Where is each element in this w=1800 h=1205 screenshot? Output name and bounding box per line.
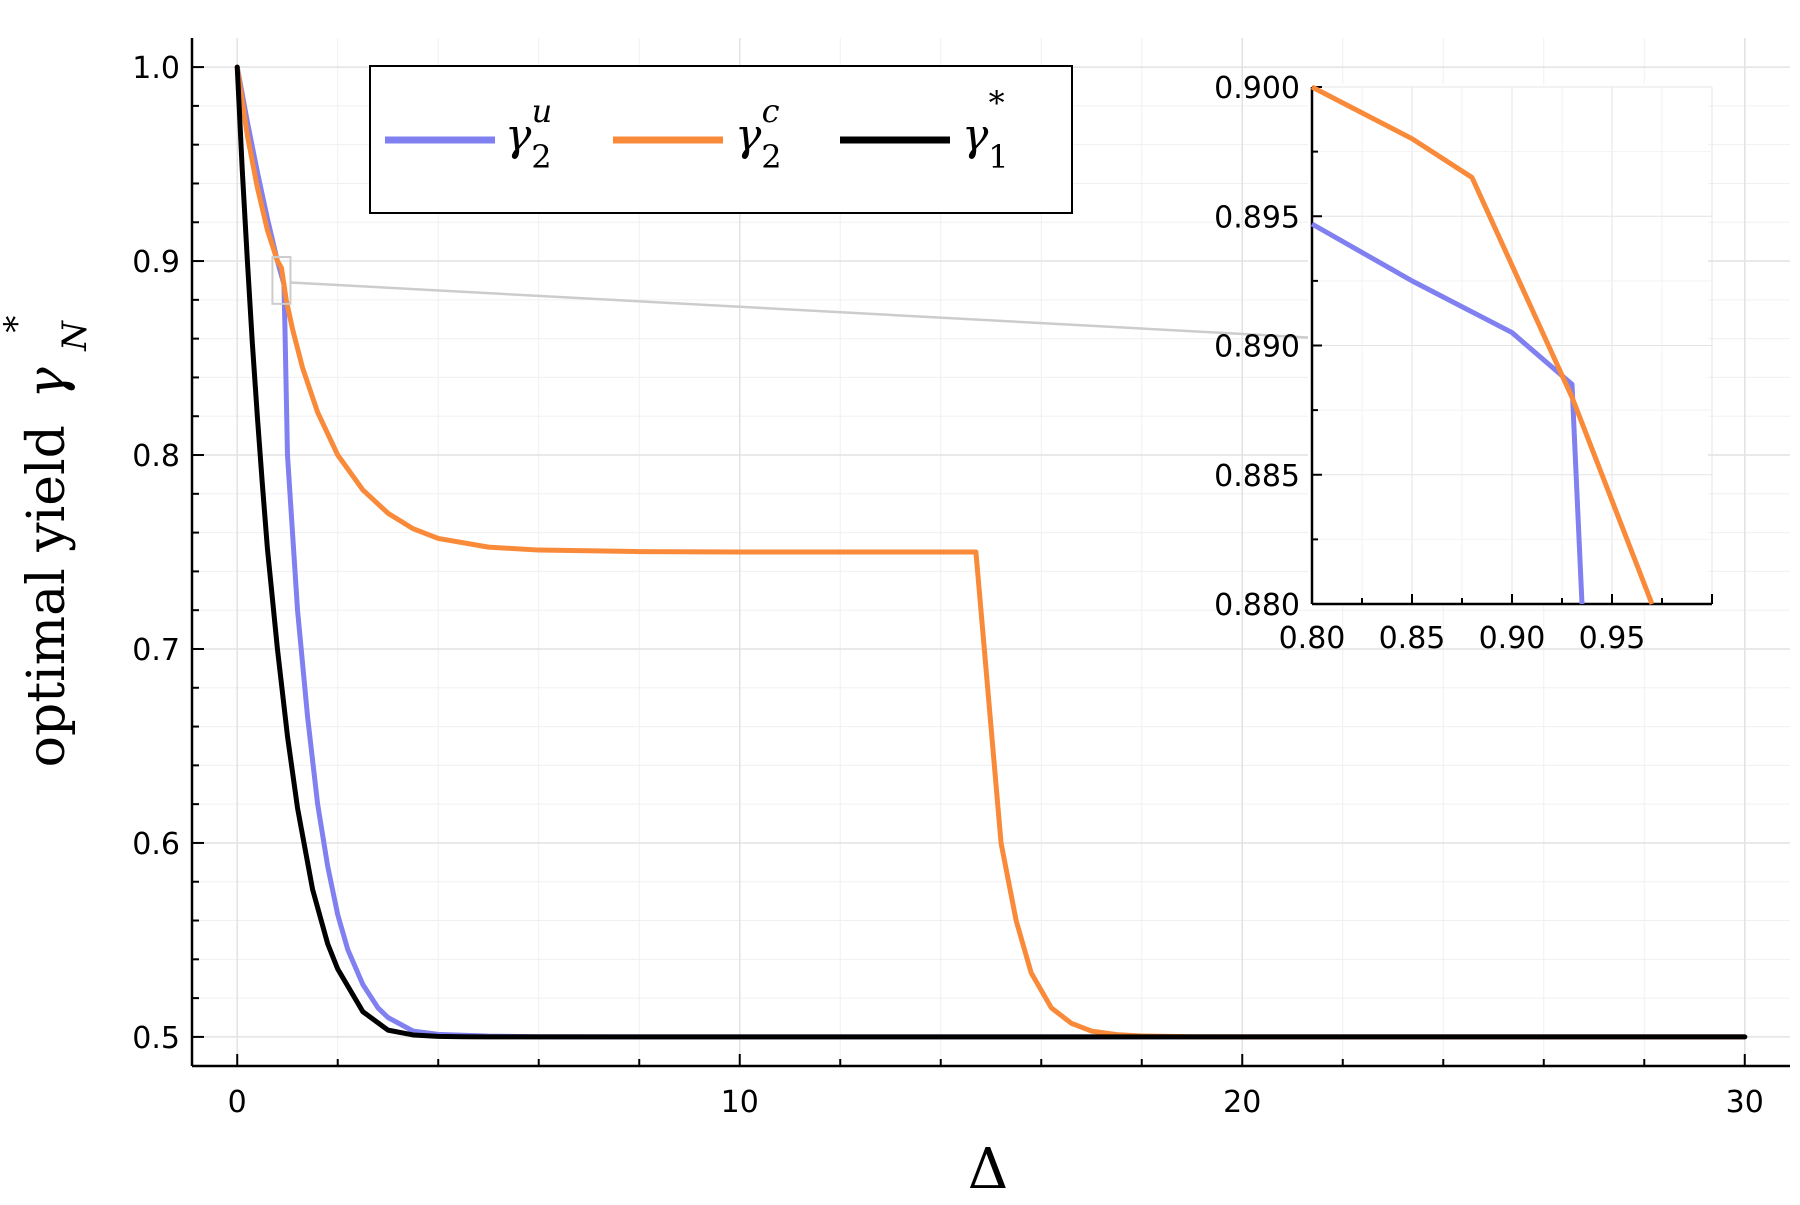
inset-y-tick-label: 0.880 (1214, 588, 1300, 623)
inset-series-line-0 (1310, 221, 1585, 605)
y-axis-title-superscript: * (0, 316, 37, 333)
y-tick-label: 1.0 (132, 51, 180, 86)
zoom-box (271, 256, 292, 305)
inset-series (1310, 84, 1655, 605)
y-axis-title-symbol: γ (17, 367, 77, 399)
inset-y-tick-label: 0.885 (1214, 459, 1300, 494)
legend: γ2u γ2c γ1* (369, 65, 1073, 214)
y-tick-label: 0.6 (132, 827, 180, 862)
y-axis-title-text: optimal yield (17, 425, 77, 767)
legend-entry-gamma2u: γ2u (385, 92, 552, 176)
y-tick-label: 0.9 (132, 245, 180, 280)
zoom-indicator (271, 256, 1313, 339)
y-tick-label: 0.5 (132, 1021, 180, 1056)
main-plot-axes (190, 38, 1790, 1068)
legend-entry-gamma1star: γ1* (840, 84, 1009, 176)
x-tick-label: 30 (1726, 1085, 1764, 1120)
inset-series-line-1 (1310, 84, 1655, 605)
inset-background (1308, 84, 1708, 604)
inset-y-tick-label: 0.895 (1214, 200, 1300, 235)
zoom-connector-line (290, 281, 1313, 339)
svg-text:optimal yield γ: optimal yield γ N * (0, 305, 99, 768)
inset-x-tick-label: 0.95 (1579, 621, 1646, 656)
main-plot-series (234, 64, 1748, 1040)
x-axis-title: Δ (968, 1137, 1008, 1200)
inset-plot: 0.80 0.85 0.90 0.95 0.880 0.885 0.890 0.895 0.90… (1214, 71, 1713, 656)
series-line-1 (234, 64, 1748, 1040)
y-axis-title-subscript: N (55, 320, 95, 352)
y-tick-label: 0.8 (132, 439, 180, 474)
inset-y-tick-label: 0.890 (1214, 330, 1300, 365)
svg-text:γ2c: γ2c (735, 92, 782, 176)
inset-x-tick-label: 0.85 (1379, 621, 1446, 656)
inset-y-tick-label: 0.900 (1214, 71, 1300, 106)
inset-x-tick-label: 0.80 (1279, 621, 1346, 656)
x-tick-label: 20 (1223, 1085, 1261, 1120)
x-tick-label: 10 (721, 1085, 759, 1120)
y-tick-label: 0.7 (132, 633, 180, 668)
inset-x-tick-label: 0.90 (1479, 621, 1546, 656)
svg-text:γ2u: γ2u (505, 92, 552, 176)
series-line-2 (234, 64, 1748, 1040)
svg-text:γ1*: γ1* (962, 84, 1009, 176)
legend-entry-gamma2c: γ2c (613, 92, 782, 176)
inset-ticks: 0.80 0.85 0.90 0.95 0.880 0.885 0.890 0.895 0.90… (1214, 71, 1713, 656)
main-plot-ticks: 0 10 20 30 0.5 0.6 0.7 0.8 0.9 1.0 (132, 51, 1764, 1120)
x-tick-label: 0 (228, 1085, 247, 1120)
y-axis-title: optimal yield γ N * (0, 305, 99, 768)
